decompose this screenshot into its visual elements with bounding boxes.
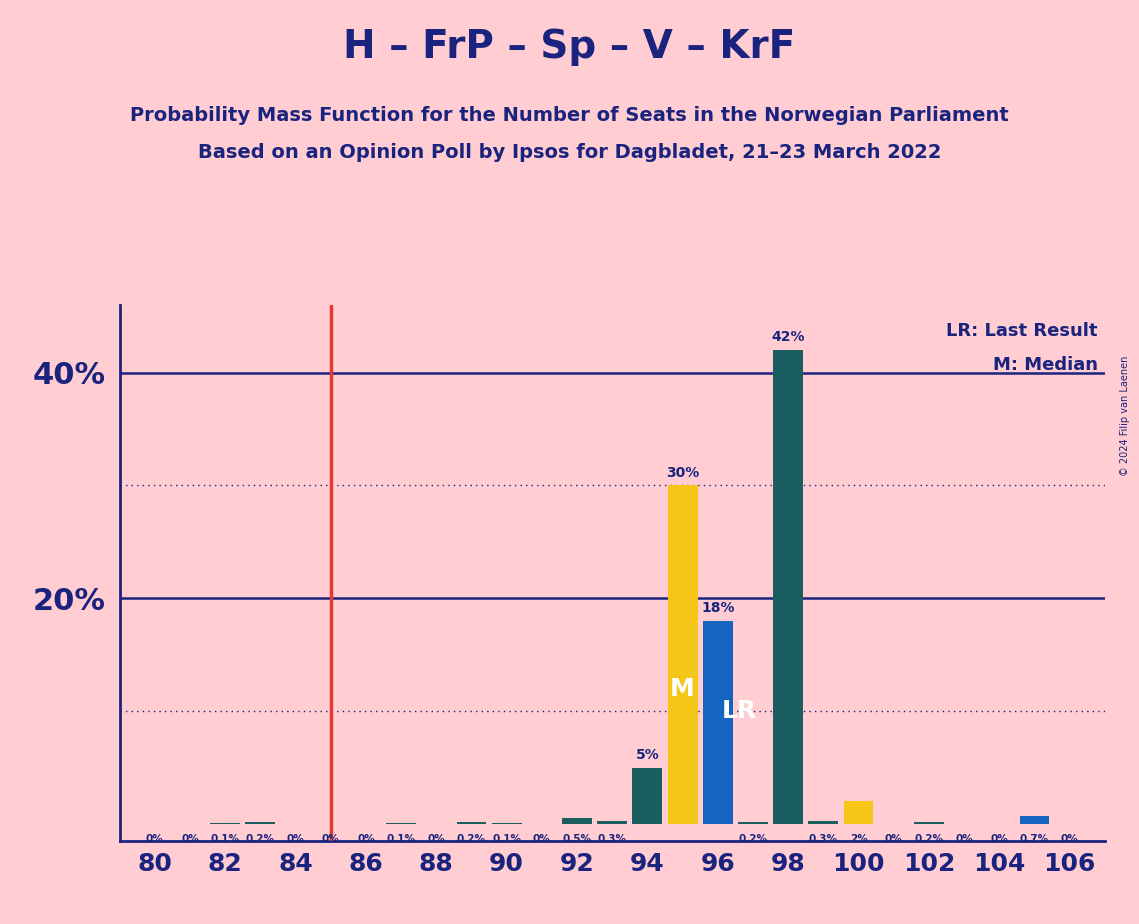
Text: 0.2%: 0.2%: [457, 834, 486, 844]
Text: © 2024 Filip van Laenen: © 2024 Filip van Laenen: [1120, 356, 1130, 476]
Text: H – FrP – Sp – V – KrF: H – FrP – Sp – V – KrF: [343, 28, 796, 66]
Text: 0.2%: 0.2%: [738, 834, 768, 844]
Text: 0%: 0%: [322, 834, 339, 844]
Text: 0%: 0%: [885, 834, 902, 844]
Text: 0.5%: 0.5%: [563, 834, 591, 844]
Text: 0.3%: 0.3%: [809, 834, 838, 844]
Text: LR: LR: [721, 699, 756, 723]
Bar: [492, 822, 522, 824]
Text: 2%: 2%: [850, 834, 868, 844]
Text: 0%: 0%: [956, 834, 973, 844]
Bar: [667, 485, 697, 824]
Text: M: M: [670, 676, 695, 700]
Text: 0.1%: 0.1%: [386, 834, 416, 844]
Text: 0%: 0%: [427, 834, 445, 844]
Text: 0.3%: 0.3%: [598, 834, 626, 844]
Text: LR: Last Result: LR: Last Result: [947, 322, 1098, 340]
Text: 42%: 42%: [771, 331, 805, 345]
Text: 0.1%: 0.1%: [211, 834, 239, 844]
Text: 0%: 0%: [533, 834, 551, 844]
Bar: [386, 822, 416, 824]
Bar: [913, 821, 944, 824]
Text: 5%: 5%: [636, 748, 659, 762]
Bar: [245, 821, 276, 824]
Text: 0.2%: 0.2%: [246, 834, 274, 844]
Bar: [738, 821, 768, 824]
Text: 0%: 0%: [181, 834, 199, 844]
Bar: [809, 821, 838, 824]
Text: Based on an Opinion Poll by Ipsos for Dagbladet, 21–23 March 2022: Based on an Opinion Poll by Ipsos for Da…: [198, 143, 941, 163]
Text: 30%: 30%: [666, 466, 699, 480]
Bar: [562, 819, 592, 824]
Text: 0%: 0%: [287, 834, 304, 844]
Text: 0.7%: 0.7%: [1019, 834, 1049, 844]
Text: 0.2%: 0.2%: [915, 834, 943, 844]
Bar: [844, 801, 874, 824]
Text: 0%: 0%: [991, 834, 1008, 844]
Bar: [773, 350, 803, 824]
Bar: [457, 821, 486, 824]
Bar: [1019, 816, 1049, 824]
Text: 18%: 18%: [700, 602, 735, 615]
Text: 0%: 0%: [146, 834, 164, 844]
Text: 0.1%: 0.1%: [492, 834, 522, 844]
Text: Probability Mass Function for the Number of Seats in the Norwegian Parliament: Probability Mass Function for the Number…: [130, 106, 1009, 126]
Bar: [703, 621, 732, 824]
Bar: [211, 822, 240, 824]
Text: 0%: 0%: [1060, 834, 1079, 844]
Text: M: Median: M: Median: [993, 356, 1098, 373]
Text: 0%: 0%: [357, 834, 375, 844]
Bar: [632, 768, 663, 824]
Bar: [597, 821, 628, 824]
